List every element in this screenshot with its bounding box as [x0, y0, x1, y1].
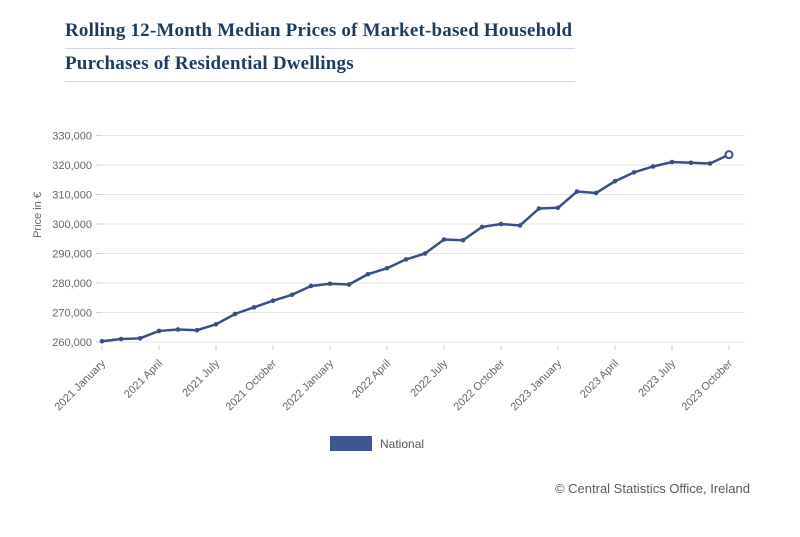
- data-point[interactable]: [536, 206, 542, 211]
- chart-title-line-2: Purchases of Residential Dwellings: [65, 51, 575, 82]
- data-point[interactable]: [555, 205, 561, 211]
- data-point[interactable]: [156, 328, 162, 334]
- y-tick-label: 320,000: [52, 160, 92, 172]
- y-tick-label: 330,000: [52, 131, 92, 143]
- data-point[interactable]: [707, 161, 713, 166]
- x-tick-label: 2021 October: [224, 357, 280, 413]
- y-tick-label: 290,000: [52, 249, 92, 261]
- x-tick-label: 2021 January: [52, 357, 108, 413]
- data-point[interactable]: [99, 338, 105, 344]
- data-point[interactable]: [118, 336, 124, 342]
- data-point[interactable]: [479, 224, 485, 230]
- data-point[interactable]: [213, 322, 219, 327]
- data-point[interactable]: [137, 336, 143, 341]
- y-tick-label: 270,000: [52, 308, 92, 320]
- data-point[interactable]: [498, 221, 504, 227]
- x-tick-label: 2022 April: [350, 358, 393, 401]
- x-tick-label: 2023 April: [578, 358, 621, 401]
- x-tick-label: 2022 October: [452, 357, 508, 413]
- x-tick-label: 2023 October: [680, 357, 736, 413]
- data-point[interactable]: [327, 281, 333, 287]
- data-point[interactable]: [251, 305, 257, 310]
- y-tick-label: 310,000: [52, 190, 92, 202]
- data-point[interactable]: [612, 178, 618, 184]
- chart-title-line-1: Rolling 12-Month Median Prices of Market…: [65, 18, 575, 49]
- legend-item-national[interactable]: National: [330, 436, 424, 451]
- x-tick-label: 2022 January: [280, 357, 336, 413]
- data-point-last[interactable]: [724, 150, 734, 160]
- data-point[interactable]: [460, 237, 466, 243]
- legend-swatch-icon: [330, 436, 372, 451]
- x-tick-label: 2021 April: [122, 358, 165, 401]
- data-point[interactable]: [384, 265, 390, 271]
- y-tick-label: 300,000: [52, 219, 92, 231]
- price-line-chart: 260,000 270,000 280,000 290,000 300,000 310,0…: [0, 93, 800, 438]
- data-point[interactable]: [688, 160, 694, 166]
- chart-title: Rolling 12-Month Median Prices of Market…: [65, 18, 575, 84]
- data-point[interactable]: [650, 164, 656, 169]
- data-point[interactable]: [232, 311, 238, 317]
- legend-label: National: [380, 436, 425, 451]
- data-point[interactable]: [365, 271, 371, 277]
- data-point[interactable]: [517, 223, 523, 228]
- data-point[interactable]: [593, 190, 599, 196]
- data-point[interactable]: [346, 282, 352, 287]
- x-tick-label: 2022 July: [408, 357, 450, 399]
- data-point[interactable]: [631, 170, 637, 175]
- chart-canvas[interactable]: 260,000 270,000 280,000 290,000 300,000 310,0…: [0, 93, 800, 438]
- data-point[interactable]: [175, 327, 181, 332]
- data-point[interactable]: [422, 251, 428, 256]
- copyright-notice: © Central Statistics Office, Ireland: [554, 481, 750, 496]
- data-point[interactable]: [403, 257, 409, 262]
- data-point[interactable]: [441, 237, 447, 242]
- x-tick-label: 2023 July: [636, 357, 678, 399]
- data-point[interactable]: [270, 298, 276, 303]
- y-tick-label: 260,000: [52, 337, 92, 349]
- x-tick-label: 2021 July: [180, 357, 222, 399]
- y-axis-title: Price in €: [32, 192, 44, 238]
- y-tick-label: 280,000: [52, 278, 92, 290]
- data-point[interactable]: [574, 189, 580, 194]
- data-point[interactable]: [308, 283, 314, 289]
- data-point[interactable]: [289, 292, 295, 298]
- x-tick-label: 2023 January: [508, 357, 564, 413]
- series-line-national: [100, 153, 731, 343]
- data-point[interactable]: [669, 159, 675, 165]
- data-point[interactable]: [194, 327, 200, 333]
